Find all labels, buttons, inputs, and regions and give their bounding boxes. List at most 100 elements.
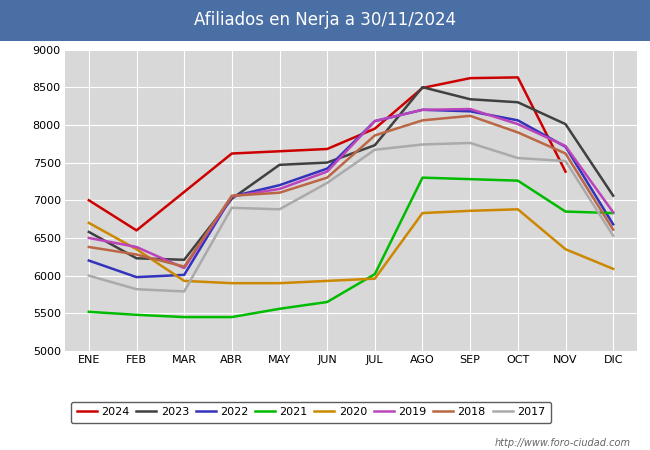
2021 — [609, 210, 617, 216]
2022 — [228, 194, 236, 199]
2024 — [228, 151, 236, 156]
Line: 2019: 2019 — [89, 109, 613, 268]
2021 — [466, 176, 474, 182]
Text: http://www.foro-ciudad.com: http://www.foro-ciudad.com — [495, 438, 630, 448]
Line: 2017: 2017 — [89, 143, 613, 292]
2024 — [562, 169, 569, 174]
2022 — [419, 107, 426, 112]
Line: 2022: 2022 — [89, 110, 613, 277]
2017 — [562, 158, 569, 164]
2018 — [514, 130, 522, 135]
2017 — [514, 155, 522, 161]
2023 — [466, 97, 474, 102]
Legend: 2024, 2023, 2022, 2021, 2020, 2019, 2018, 2017: 2024, 2023, 2022, 2021, 2020, 2019, 2018… — [71, 402, 551, 423]
2023 — [85, 229, 93, 234]
2019 — [514, 122, 522, 127]
2024 — [466, 76, 474, 81]
2017 — [323, 180, 331, 185]
Line: 2020: 2020 — [89, 209, 613, 283]
2023 — [276, 162, 283, 167]
2021 — [323, 299, 331, 305]
2019 — [371, 118, 379, 124]
2023 — [562, 122, 569, 127]
2020 — [466, 208, 474, 213]
2021 — [514, 178, 522, 183]
2020 — [562, 247, 569, 252]
2018 — [371, 133, 379, 138]
2017 — [371, 147, 379, 153]
2020 — [323, 278, 331, 284]
2018 — [562, 151, 569, 156]
2017 — [133, 287, 140, 292]
2018 — [609, 227, 617, 232]
2020 — [371, 276, 379, 281]
2018 — [276, 190, 283, 195]
2022 — [180, 272, 188, 278]
2022 — [466, 108, 474, 114]
2021 — [180, 315, 188, 320]
2020 — [180, 278, 188, 284]
2024 — [323, 146, 331, 152]
2019 — [562, 143, 569, 148]
2022 — [514, 117, 522, 123]
2023 — [228, 196, 236, 202]
Text: Afiliados en Nerja a 30/11/2024: Afiliados en Nerja a 30/11/2024 — [194, 11, 456, 29]
2023 — [323, 160, 331, 165]
2021 — [562, 209, 569, 214]
2022 — [609, 222, 617, 227]
2017 — [228, 205, 236, 211]
2020 — [609, 266, 617, 271]
2018 — [228, 193, 236, 198]
2019 — [276, 186, 283, 192]
2019 — [323, 169, 331, 174]
2017 — [85, 273, 93, 278]
2023 — [371, 143, 379, 148]
Line: 2024: 2024 — [89, 77, 566, 230]
2023 — [419, 85, 426, 90]
2017 — [180, 289, 188, 294]
2018 — [323, 175, 331, 180]
2023 — [133, 256, 140, 261]
2023 — [180, 257, 188, 262]
2020 — [133, 247, 140, 252]
2022 — [371, 118, 379, 124]
2020 — [514, 207, 522, 212]
2021 — [85, 309, 93, 315]
2017 — [466, 140, 474, 146]
2023 — [609, 193, 617, 198]
2019 — [466, 106, 474, 112]
2018 — [180, 264, 188, 269]
2021 — [419, 175, 426, 180]
2024 — [371, 126, 379, 131]
2018 — [466, 113, 474, 118]
2022 — [85, 258, 93, 263]
2018 — [85, 244, 93, 250]
2020 — [419, 210, 426, 216]
2019 — [228, 194, 236, 199]
2021 — [228, 315, 236, 320]
2020 — [85, 220, 93, 225]
Line: 2021: 2021 — [89, 178, 613, 317]
2019 — [133, 244, 140, 250]
2021 — [371, 271, 379, 277]
2022 — [562, 144, 569, 149]
2021 — [276, 306, 283, 311]
2024 — [276, 148, 283, 154]
2017 — [419, 142, 426, 147]
2017 — [609, 233, 617, 238]
2020 — [228, 280, 236, 286]
2019 — [419, 107, 426, 112]
2024 — [85, 198, 93, 203]
2019 — [180, 266, 188, 271]
2019 — [609, 210, 617, 215]
2024 — [419, 85, 426, 90]
2022 — [323, 166, 331, 171]
2018 — [133, 252, 140, 257]
2022 — [276, 183, 283, 188]
2021 — [133, 312, 140, 318]
2024 — [514, 75, 522, 80]
2023 — [514, 99, 522, 105]
2019 — [85, 235, 93, 241]
2018 — [419, 117, 426, 123]
2022 — [133, 274, 140, 280]
